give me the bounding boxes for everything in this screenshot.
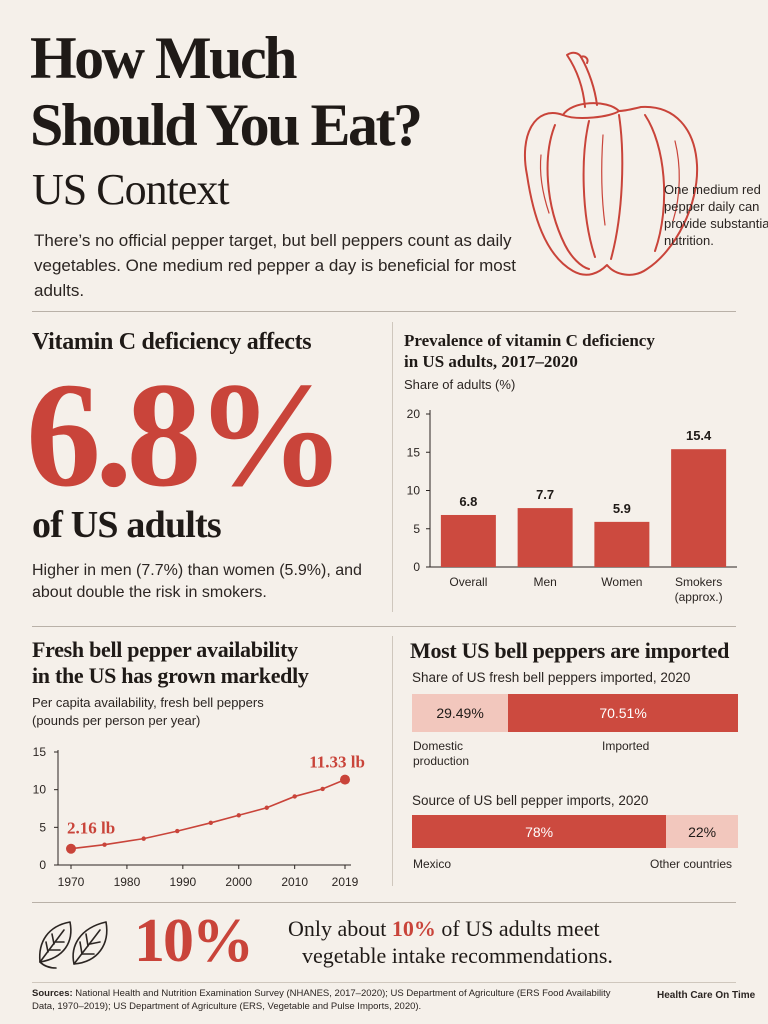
- availability-subtitle-line2: (pounds per person per year): [32, 713, 201, 728]
- data-point: [340, 774, 350, 785]
- start-value-label: 2.16 lb: [67, 819, 115, 838]
- imports-source-title: Source of US bell pepper imports, 2020: [412, 793, 649, 808]
- availability-subtitle-line1: Per capita availability, fresh bell pepp…: [32, 695, 264, 710]
- y-tick-label: 10: [407, 484, 421, 498]
- x-tick-label: 2010: [281, 875, 308, 889]
- availability-title-line1: Fresh bell pepper availability: [32, 637, 298, 662]
- pepper-note: One medium red pepper daily can provide …: [664, 182, 768, 248]
- divider: [32, 626, 736, 627]
- deficiency-big-stat: 6.8%: [26, 352, 345, 518]
- imports-title: Most US bell peppers are imported: [410, 638, 730, 663]
- vegetable-sentence-line2: vegetable intake recommendations.: [302, 943, 613, 968]
- data-point: [292, 794, 297, 799]
- bar-value-label: 5.9: [613, 501, 631, 516]
- series-line: [70, 778, 346, 850]
- imported-label: Imported: [602, 739, 650, 753]
- deficiency-note: Higher in men (7.7%) than women (5.9%), …: [32, 562, 362, 601]
- page-subtitle: US Context: [32, 165, 230, 214]
- divider: [32, 311, 736, 312]
- page-title-line1: How Much: [30, 25, 298, 91]
- data-point: [175, 828, 180, 834]
- x-tick-label: 2019: [332, 875, 359, 889]
- brand-name: Health Care On Time: [657, 990, 756, 1001]
- category-label: Overall: [449, 575, 487, 589]
- bar: [517, 508, 573, 567]
- column-divider: [392, 636, 393, 886]
- end-value-label: 11.33 lb: [309, 753, 365, 772]
- sources-text: National Health and Nutrition Examinatio…: [32, 988, 611, 1012]
- page-title-line2: Should You Eat?: [30, 92, 423, 158]
- other-countries-segment: 22%: [666, 815, 738, 848]
- availability-title-line2: in the US has grown markedly: [32, 663, 309, 688]
- intro-text: There’s no official pepper target, but b…: [34, 231, 516, 300]
- category-label: Women: [601, 575, 642, 589]
- x-tick-label: 2000: [225, 875, 252, 889]
- vegetable-sentence-suffix: of US adults meet: [435, 916, 600, 941]
- x-tick-label: 1980: [114, 875, 141, 889]
- divider: [32, 902, 736, 903]
- domestic-label-line2: production: [413, 754, 470, 768]
- y-tick-label: 5: [413, 522, 420, 536]
- y-tick-label: 0: [39, 858, 46, 872]
- availability-line-chart: 0 5 10 15 1970 1980 1990 2000 2010 2019 2.16 lb 11.…: [33, 745, 365, 889]
- bell-pepper-icon: [523, 51, 699, 276]
- data-point: [320, 786, 325, 792]
- y-tick-label: 20: [407, 407, 421, 421]
- imports-share-bar: 29.49% 70.51%: [412, 694, 738, 732]
- imports-source-bar: 78% 22%: [412, 815, 738, 848]
- x-tick-label: 1970: [58, 875, 85, 889]
- domestic-segment: 29.49%: [412, 694, 509, 732]
- sources-label: Sources:: [32, 988, 73, 999]
- data-point: [264, 805, 269, 810]
- mexico-label: Mexico: [413, 857, 452, 871]
- data-point: [208, 820, 213, 826]
- imported-segment: 70.51%: [508, 694, 738, 732]
- bar-value-label: 6.8: [459, 494, 477, 509]
- y-tick-label: 15: [33, 745, 47, 759]
- column-divider: [392, 322, 393, 612]
- bar: [594, 521, 650, 567]
- y-tick-label: 5: [39, 820, 46, 834]
- vegetable-big-stat: 10%: [134, 907, 254, 975]
- vegetable-sentence-highlight: 10%: [391, 916, 436, 941]
- bar: [671, 449, 727, 567]
- vegetable-sentence: Only about 10% of US adults meet: [288, 915, 600, 942]
- y-tick-label: 10: [33, 783, 47, 797]
- deficiency-chart-subtitle: Share of adults (%): [404, 377, 516, 392]
- bar-value-label: 15.4: [686, 428, 712, 443]
- other-countries-label: Other countries: [650, 857, 733, 871]
- leaves-icon: [39, 921, 108, 969]
- bar: [440, 514, 496, 567]
- x-tick-label: 1990: [169, 875, 196, 889]
- data-point: [141, 836, 146, 841]
- imports-share-title: Share of US fresh bell peppers imported,…: [412, 670, 691, 685]
- data-point: [102, 842, 107, 847]
- category-label: Men: [533, 575, 556, 589]
- category-label: (approx.): [675, 590, 723, 604]
- data-point: [236, 813, 241, 818]
- vegetable-sentence-prefix: Only about: [288, 916, 392, 941]
- y-tick-label: 15: [407, 445, 421, 459]
- sources-note: Sources: National Health and Nutrition E…: [32, 987, 632, 1013]
- bar-value-label: 7.7: [536, 487, 554, 502]
- data-point: [66, 843, 76, 854]
- divider: [32, 982, 736, 983]
- deficiency-bar-chart: 0 5 10 15 20 6.8 Overall 7.7 Men 5.9 Women 15.4 Smok…: [407, 407, 737, 604]
- deficiency-chart-title-line1: Prevalence of vitamin C deficiency: [404, 331, 655, 350]
- deficiency-chart-title-line2: in US adults, 2017–2020: [404, 352, 578, 371]
- deficiency-suffix: of US adults: [32, 504, 222, 546]
- category-label: Smokers: [675, 575, 722, 589]
- y-tick-label: 0: [413, 560, 420, 574]
- domestic-label-line1: Domestic: [413, 739, 464, 753]
- mexico-segment: 78%: [412, 815, 667, 848]
- deficiency-heading: Vitamin C deficiency affects: [32, 329, 312, 355]
